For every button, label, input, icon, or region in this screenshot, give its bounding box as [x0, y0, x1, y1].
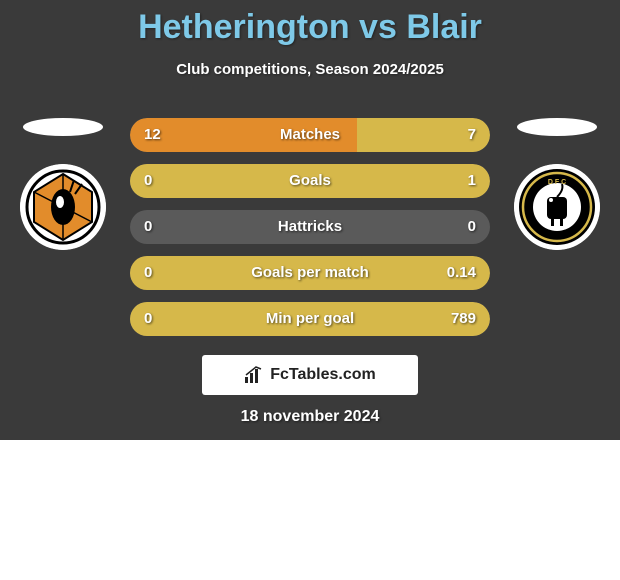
stat-right-value: 1	[468, 164, 476, 198]
stat-label: Min per goal	[130, 302, 490, 336]
stat-label: Hattricks	[130, 210, 490, 244]
stat-row-goals: 0 Goals 1	[130, 164, 490, 198]
date-line: 18 november 2024	[0, 408, 620, 426]
stat-right-value: 0.14	[447, 256, 476, 290]
ellipse-decor	[23, 118, 103, 136]
left-team-column	[20, 118, 106, 250]
page-title: Hetherington vs Blair	[0, 0, 620, 47]
subtitle: Club competitions, Season 2024/2025	[0, 61, 620, 78]
crest-right-svg: D F C	[514, 164, 600, 250]
right-team-crest: D F C	[514, 164, 600, 250]
stat-row-hattricks: 0 Hattricks 0	[130, 210, 490, 244]
stat-row-matches: 12 Matches 7	[130, 118, 490, 152]
stat-right-value: 7	[468, 118, 476, 152]
stat-right-value: 789	[451, 302, 476, 336]
stat-row-goals-per-match: 0 Goals per match 0.14	[130, 256, 490, 290]
crest-left-svg	[20, 164, 106, 250]
ellipse-decor	[517, 118, 597, 136]
right-team-column: D F C	[514, 118, 600, 250]
stat-row-min-per-goal: 0 Min per goal 789	[130, 302, 490, 336]
stat-right-value: 0	[468, 210, 476, 244]
stat-label: Matches	[130, 118, 490, 152]
stat-label: Goals	[130, 164, 490, 198]
chart-icon	[244, 366, 266, 384]
comparison-panel: Hetherington vs Blair Club competitions,…	[0, 0, 620, 440]
stats-column: 12 Matches 7 0 Goals 1 0 Hattricks 0	[130, 118, 490, 348]
svg-text:D F C: D F C	[548, 179, 566, 186]
left-team-crest	[20, 164, 106, 250]
attribution-badge: FcTables.com	[202, 355, 418, 395]
attribution-text: FcTables.com	[270, 366, 376, 384]
stat-label: Goals per match	[130, 256, 490, 290]
